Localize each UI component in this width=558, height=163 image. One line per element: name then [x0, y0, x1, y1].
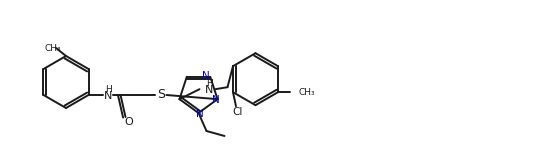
- Text: CH₃: CH₃: [298, 88, 315, 97]
- Text: H: H: [206, 79, 213, 88]
- Text: O: O: [124, 117, 133, 127]
- Text: S: S: [157, 89, 166, 102]
- Text: Cl: Cl: [233, 107, 243, 117]
- Text: CH₃: CH₃: [45, 44, 61, 53]
- Text: N: N: [196, 109, 204, 119]
- Text: H: H: [105, 86, 112, 95]
- Text: N: N: [203, 71, 210, 81]
- Text: N: N: [205, 85, 214, 95]
- Text: N: N: [211, 95, 219, 105]
- Text: N: N: [104, 91, 113, 101]
